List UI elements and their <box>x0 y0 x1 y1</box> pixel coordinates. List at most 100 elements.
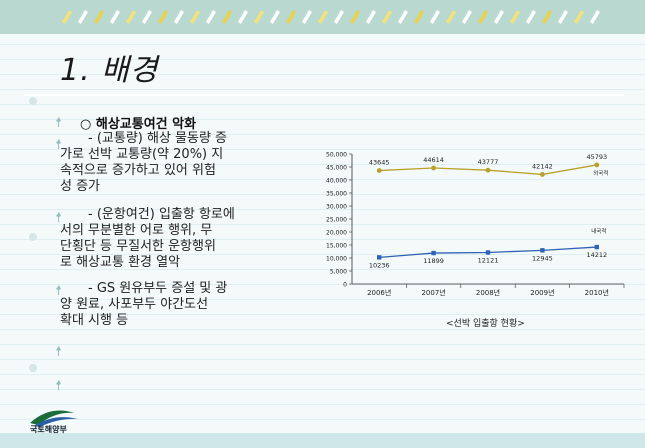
ribbon-mark <box>270 10 280 24</box>
ribbon-mark <box>334 10 344 24</box>
text-line: 서의 무분별한 어로 행위, 무 <box>60 223 213 238</box>
ribbon-mark <box>366 10 376 24</box>
ribbon-mark <box>158 10 168 24</box>
data-label: 42142 <box>532 162 553 170</box>
ribbon-mark <box>462 10 472 24</box>
ribbon-mark <box>142 10 152 24</box>
ribbon-mark <box>430 10 440 24</box>
ministry-logo <box>30 410 78 427</box>
top-decor-bar <box>0 0 645 34</box>
ribbon-mark <box>174 10 184 24</box>
pin-icon <box>56 117 61 127</box>
ribbon-mark <box>510 10 520 24</box>
data-label: 14212 <box>586 251 607 259</box>
text-line: - (운항여건) 입출항 항로에 <box>88 207 235 222</box>
data-label: 12121 <box>478 256 499 264</box>
ribbon-mark <box>382 10 392 24</box>
text-line: - GS 원유부두 증설 및 광 <box>88 281 228 296</box>
section-heading: ○ 해상교통여건 악화 <box>80 117 197 132</box>
paragraph-operation: - (운항여건) 입출항 항로에 서의 무분별한 어로 행위, 무 단횡단 등 … <box>60 207 320 271</box>
y-tick-label: 40,000 <box>326 178 347 185</box>
data-label: 43777 <box>478 158 499 166</box>
ribbon-mark <box>414 10 424 24</box>
ribbon-mark <box>238 10 248 24</box>
ribbon-decoration <box>62 10 600 24</box>
data-point <box>594 244 599 250</box>
text-line: 로 해상교통 환경 열악 <box>60 255 181 270</box>
data-point <box>594 162 600 168</box>
data-point <box>377 255 382 260</box>
ribbon-mark <box>558 10 568 24</box>
x-tick-label: 2008년 <box>476 288 500 297</box>
data-point <box>431 165 436 171</box>
pin-icon <box>56 139 61 149</box>
bullet-dot <box>29 364 37 372</box>
text-line: 확대 시행 등 <box>60 313 129 328</box>
data-label: 45793 <box>586 153 607 161</box>
y-tick-label: 50,000 <box>326 152 347 159</box>
data-label: 44614 <box>423 156 444 164</box>
line-chart: 50,000 45,000 40,000 35,000 30,000 25,000 20,0… <box>326 152 625 297</box>
data-point <box>540 172 545 177</box>
logo-text: 국토해양부 <box>30 425 67 434</box>
text-line: 단횡단 등 무질서한 운항행위 <box>60 239 216 254</box>
bullet-dot <box>29 233 37 241</box>
slide-title: 1. 배경 <box>60 53 159 88</box>
ribbon-mark <box>222 10 232 24</box>
bullet-dot <box>29 97 37 105</box>
text-line: - (교통량) 해상 물동량 증 <box>88 131 228 146</box>
y-tick-label: 5,000 <box>330 269 347 276</box>
pin-icon <box>56 285 61 295</box>
ribbon-mark <box>318 10 328 24</box>
paragraph-traffic: - (교통량) 해상 물동량 증 가로 선박 교통량(약 20%) 지 속적으로… <box>60 131 320 195</box>
data-label: 43645 <box>369 159 390 167</box>
y-tick-label: 45,000 <box>326 165 347 172</box>
pin-icon <box>56 346 61 356</box>
data-point <box>485 250 491 255</box>
ribbon-mark <box>94 10 104 24</box>
y-tick-label: 15,000 <box>326 243 347 250</box>
ribbon-mark <box>126 10 136 24</box>
ribbon-mark <box>110 10 120 24</box>
footer-band <box>0 433 645 448</box>
ribbon-mark <box>494 10 504 24</box>
ribbon-mark <box>446 10 456 24</box>
data-point <box>485 167 491 173</box>
ribbon-mark <box>254 10 264 24</box>
ribbon-mark <box>206 10 216 24</box>
data-label: 11899 <box>423 257 444 265</box>
data-point <box>431 250 436 256</box>
series-tag: 내국적 <box>591 227 606 235</box>
ribbon-mark <box>574 10 584 24</box>
ribbon-mark <box>190 10 200 24</box>
ribbon-mark <box>350 10 360 24</box>
x-tick-label: 2009년 <box>530 288 554 297</box>
text-line: 가로 선박 교통량(약 20%) 지 <box>60 147 224 162</box>
x-tick-label: 2006년 <box>367 288 391 297</box>
ribbon-mark <box>478 10 488 24</box>
ribbon-mark <box>302 10 312 24</box>
y-tick-label: 30,000 <box>326 204 347 211</box>
text-line: 성 증가 <box>60 179 101 194</box>
y-tick-label: 35,000 <box>326 191 347 198</box>
chart-caption: <선박 입출항 현황> <box>446 319 525 329</box>
text-line: 양 원료, 사포부두 야간도선 <box>60 297 209 312</box>
y-tick-label: 25,000 <box>326 217 347 224</box>
data-label: 12945 <box>532 254 553 262</box>
pin-icon <box>56 380 61 390</box>
data-label: 10236 <box>369 261 390 269</box>
ribbon-mark <box>286 10 296 24</box>
text-line: 속적으로 증가하고 있어 위험 <box>60 163 216 178</box>
data-point <box>540 248 545 253</box>
ribbon-mark <box>590 10 600 24</box>
data-point <box>376 168 382 173</box>
ribbon-mark <box>78 10 88 24</box>
ribbon-mark <box>62 10 72 24</box>
x-tick-label: 2010년 <box>585 288 609 297</box>
y-tick-label: 10,000 <box>326 256 347 263</box>
ribbon-mark <box>398 10 408 24</box>
ribbon-mark <box>542 10 552 24</box>
series-tag: 외국적 <box>593 170 608 177</box>
title-underline <box>24 94 624 96</box>
ribbon-mark <box>526 10 536 24</box>
